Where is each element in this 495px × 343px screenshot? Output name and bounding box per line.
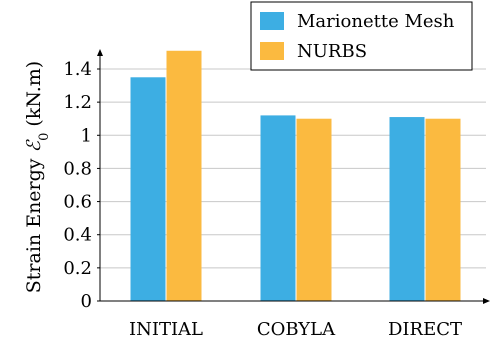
y-tick-label: 1 <box>81 125 92 146</box>
x-category-label: COBYLA <box>257 319 336 340</box>
x-axis-arrow <box>483 298 490 304</box>
y-tick-labels: 0 0.2 0.4 0.6 0.8 1 1.2 1.4 <box>63 59 100 312</box>
legend-swatch <box>260 12 284 30</box>
bar-marionette-mesh-direct <box>389 117 425 301</box>
legend-swatch <box>260 42 284 60</box>
y-tick-label: 1.2 <box>63 92 92 113</box>
legend-label: Marionette Mesh <box>297 11 455 32</box>
y-axis-arrow <box>97 49 103 56</box>
y-axis-label-symbol: ℰ <box>23 138 45 152</box>
y-axis-label-prefix: Strain Energy <box>23 152 45 293</box>
y-tick-label: 0 <box>81 291 92 312</box>
x-category-label: DIRECT <box>388 319 462 340</box>
y-axis-label-suffix: (kN.m) <box>23 61 45 133</box>
bar-nurbs-direct <box>425 118 461 301</box>
legend-label: NURBS <box>297 41 367 62</box>
bars <box>130 50 461 302</box>
bar-marionette-mesh-initial <box>130 77 166 302</box>
y-tick-label: 0.6 <box>63 192 92 213</box>
axes <box>97 49 490 304</box>
y-tick-label: 1.4 <box>63 59 92 80</box>
bar-nurbs-initial <box>166 50 202 302</box>
y-axis-label-subscript: 0 <box>37 133 52 141</box>
x-category-labels: INITIAL COBYLA DIRECT <box>129 319 462 340</box>
bar-marionette-mesh-cobyla <box>260 115 296 302</box>
x-category-label: INITIAL <box>129 319 203 340</box>
y-tick-label: 0.4 <box>63 225 92 246</box>
y-tick-label: 0.2 <box>63 258 92 279</box>
legend: Marionette Mesh NURBS <box>250 1 473 71</box>
y-axis-label: Strain Energy ℰ0 (kN.m) <box>23 61 52 293</box>
bar-nurbs-cobyla <box>296 118 332 301</box>
legend-box <box>250 1 473 71</box>
y-tick-label: 0.8 <box>63 158 92 179</box>
